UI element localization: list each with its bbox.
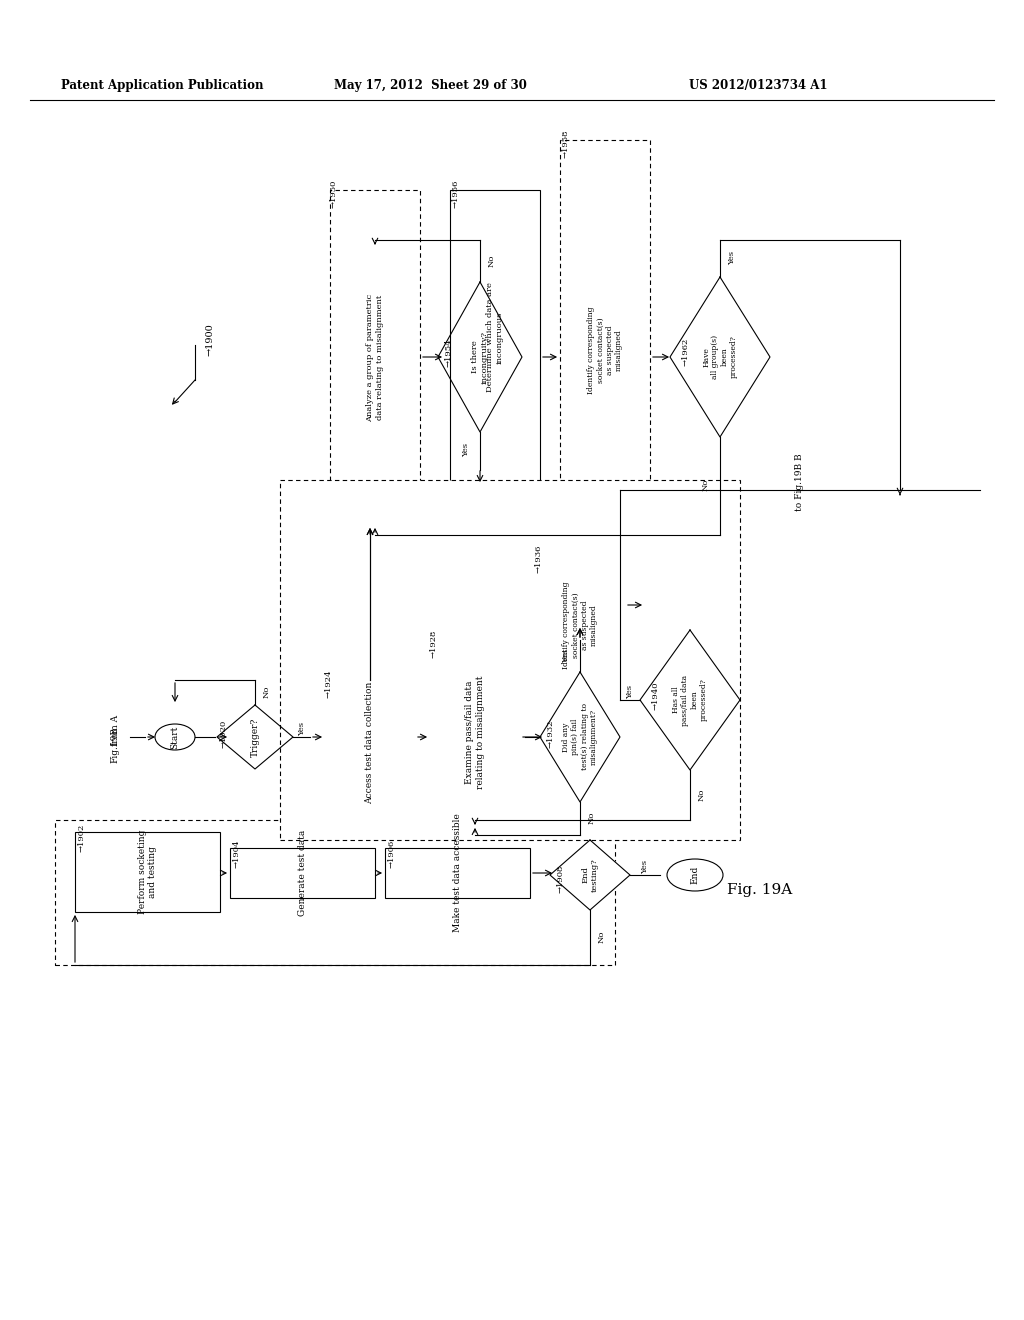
Polygon shape [438, 282, 522, 432]
Text: No: No [263, 686, 271, 698]
Text: →1920: →1920 [220, 719, 228, 748]
Text: May 17, 2012  Sheet 29 of 30: May 17, 2012 Sheet 29 of 30 [334, 78, 526, 91]
FancyBboxPatch shape [535, 554, 625, 696]
Text: →1906: →1906 [388, 840, 396, 869]
Text: →1928: →1928 [430, 630, 438, 659]
Text: End: End [690, 866, 699, 884]
Text: Fig. 19A: Fig. 19A [727, 883, 793, 898]
Text: →1924: →1924 [325, 671, 333, 698]
Text: No: No [698, 789, 706, 801]
Text: Is there
incongruity?: Is there incongruity? [471, 330, 488, 384]
Text: No: No [598, 931, 606, 944]
Polygon shape [670, 277, 770, 437]
Text: →1900: →1900 [205, 323, 214, 356]
Text: Generate test data: Generate test data [298, 830, 307, 916]
FancyBboxPatch shape [280, 480, 740, 840]
Text: Yes: Yes [728, 251, 736, 265]
Polygon shape [540, 672, 620, 803]
Text: Identify corresponding
socket contact(s)
as suspected
misaligned: Identify corresponding socket contact(s)… [562, 581, 598, 669]
Text: Start: Start [171, 725, 179, 748]
Text: No: No [488, 255, 496, 267]
FancyBboxPatch shape [75, 832, 220, 912]
Text: Perform socketing
and testing: Perform socketing and testing [138, 830, 158, 915]
Text: Trigger?: Trigger? [251, 717, 259, 756]
Text: Has all
pass/fail data
been
processed?: Has all pass/fail data been processed? [672, 675, 708, 726]
Text: Patent Application Publication: Patent Application Publication [60, 78, 263, 91]
Text: →1908: →1908 [557, 865, 565, 894]
Text: from A: from A [111, 714, 120, 746]
Text: →1936: →1936 [535, 545, 543, 573]
Text: →1940: →1940 [652, 682, 660, 710]
Text: →1950: →1950 [330, 180, 338, 209]
Text: Did any
pin(s) fail
test(s) relating to
misalignment?: Did any pin(s) fail test(s) relating to … [562, 704, 598, 771]
FancyBboxPatch shape [330, 190, 420, 525]
FancyBboxPatch shape [230, 847, 375, 898]
Text: End
testing?: End testing? [582, 858, 599, 892]
Polygon shape [217, 705, 293, 770]
Text: Yes: Yes [562, 649, 570, 663]
Text: Access test data collection: Access test data collection [366, 681, 375, 804]
Text: Yes: Yes [626, 685, 634, 700]
Text: to Fig.19B B: to Fig.19B B [796, 453, 805, 511]
Text: →1904: →1904 [233, 840, 241, 869]
Text: Fig.19B: Fig.19B [111, 727, 120, 763]
Text: No: No [702, 479, 710, 491]
FancyBboxPatch shape [385, 847, 530, 898]
Ellipse shape [667, 859, 723, 891]
Text: Make test data accessible: Make test data accessible [453, 813, 462, 932]
Text: →1954: →1954 [445, 338, 453, 367]
Text: US 2012/0123734 A1: US 2012/0123734 A1 [689, 78, 827, 91]
Ellipse shape [155, 723, 195, 750]
Text: No: No [588, 812, 596, 824]
Text: →1932: →1932 [547, 719, 555, 748]
Text: Examine pass/fail data
relating to misalignment: Examine pass/fail data relating to misal… [465, 676, 484, 789]
FancyBboxPatch shape [55, 820, 615, 965]
Text: →1958: →1958 [562, 129, 570, 158]
Text: Determine which data are
incongruous: Determine which data are incongruous [486, 282, 504, 392]
Text: Identify corresponding
socket contact(s)
as suspected
misaligned: Identify corresponding socket contact(s)… [587, 306, 623, 393]
Text: Yes: Yes [462, 444, 470, 457]
Text: →1962: →1962 [682, 338, 690, 366]
Text: Analyze a group of parametric
data relating to misalignment: Analyze a group of parametric data relat… [367, 293, 384, 421]
Text: →1902: →1902 [78, 824, 86, 853]
FancyBboxPatch shape [560, 140, 650, 560]
FancyBboxPatch shape [430, 640, 520, 825]
FancyBboxPatch shape [325, 680, 415, 805]
Text: Yes: Yes [298, 722, 306, 737]
Text: →1956: →1956 [452, 180, 460, 209]
Polygon shape [640, 630, 740, 770]
Polygon shape [550, 840, 630, 909]
Text: Yes: Yes [641, 861, 649, 874]
FancyBboxPatch shape [450, 190, 540, 484]
Text: Have
all group(s)
been
processed?: Have all group(s) been processed? [702, 335, 738, 379]
